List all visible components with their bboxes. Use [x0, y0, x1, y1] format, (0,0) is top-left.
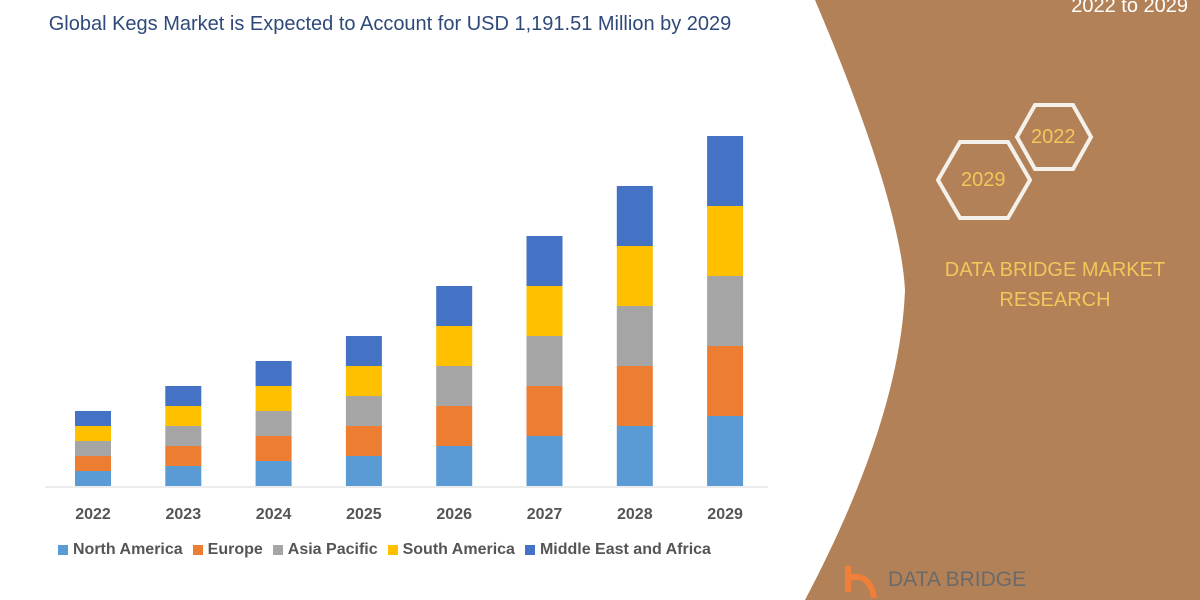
bar-segment — [436, 406, 473, 446]
legend-label: Asia Pacific — [287, 541, 378, 558]
bar-segment — [255, 411, 292, 436]
bar-segment — [616, 186, 653, 246]
bar-segment — [707, 276, 744, 346]
legend-swatch — [192, 545, 203, 555]
x-tick-label: 2023 — [166, 506, 202, 523]
bar-segment — [75, 441, 111, 456]
bar-segment — [75, 426, 111, 441]
legend-item: South America — [387, 541, 515, 559]
bar-segment — [436, 286, 473, 326]
bar-segment — [436, 446, 473, 486]
x-axis-labels: 2022 2023 2024 2025 2026 2027 2028 2029 — [75, 506, 743, 523]
bar-segment — [345, 456, 382, 486]
x-tick-label: 2027 — [527, 506, 563, 523]
badge-start-year: 2022 — [1031, 126, 1076, 148]
bar-segment — [165, 466, 202, 486]
bar-segment — [436, 366, 473, 406]
bar-segment — [75, 411, 111, 426]
legend-label: North America — [73, 541, 183, 558]
x-tick-label: 2025 — [346, 506, 382, 523]
brand-panel — [805, 0, 1200, 600]
bar-segment — [165, 406, 202, 426]
bar-segment — [75, 456, 111, 471]
bar-segment — [526, 436, 563, 486]
bar-segment — [255, 436, 292, 461]
legend-item: Asia Pacific — [272, 541, 378, 559]
legend: North America Europe Asia Pacific South … — [58, 541, 711, 559]
bar-segment — [345, 426, 382, 456]
bar-segment — [75, 471, 111, 486]
bar-segment — [616, 426, 653, 486]
bar-segment — [526, 286, 563, 336]
bar-segment — [165, 446, 202, 466]
bar-segment — [526, 386, 563, 436]
x-tick-label: 2022 — [75, 506, 111, 523]
legend-swatch — [272, 545, 283, 555]
x-tick-label: 2028 — [617, 506, 653, 523]
bar-segment — [165, 426, 202, 446]
bar-segment — [255, 361, 292, 386]
logo-icon — [845, 566, 877, 599]
bar-segment — [707, 416, 744, 486]
legend-swatch — [387, 545, 398, 555]
legend-item: Europe — [192, 541, 263, 559]
bar-segment — [616, 246, 653, 306]
bar-segment — [526, 236, 563, 286]
badge-end-year: 2029 — [961, 169, 1006, 191]
legend-label: South America — [402, 541, 515, 558]
x-tick-label: 2029 — [707, 506, 743, 523]
logo-text: DATA BRIDGE — [888, 568, 1027, 591]
bar-segment — [255, 386, 292, 411]
hexagon-2022-icon — [1014, 103, 1094, 171]
bar-segment — [345, 366, 382, 396]
bar-segment — [526, 336, 563, 386]
bar-segment — [255, 461, 292, 486]
bar-segment — [345, 336, 382, 366]
x-tick-label: 2026 — [436, 506, 472, 523]
legend-label: Europe — [207, 541, 263, 558]
legend-item: North America — [58, 541, 183, 559]
bar-segment — [707, 136, 744, 206]
subtitle: 2022 to 2029 — [1071, 0, 1188, 17]
bar-segment — [616, 306, 653, 366]
legend-swatch — [58, 545, 68, 555]
bar-segment — [345, 396, 382, 426]
bar-segment — [707, 206, 744, 276]
hexagon-2029-icon — [935, 140, 1033, 220]
x-tick-label: 2024 — [256, 506, 292, 523]
bars — [75, 136, 744, 486]
brand-name: DATA BRIDGE MARKET RESEARCH — [944, 259, 1166, 311]
legend-item: Middle East and Africa — [524, 541, 711, 559]
bar-segment — [436, 326, 473, 366]
legend-swatch — [524, 545, 535, 555]
legend-label: Middle East and Africa — [539, 541, 711, 558]
chart-title: Global Kegs Market is Expected to Accoun… — [48, 13, 732, 35]
bar-segment — [616, 366, 653, 426]
bar-segment — [165, 386, 202, 406]
bar-segment — [707, 346, 744, 416]
